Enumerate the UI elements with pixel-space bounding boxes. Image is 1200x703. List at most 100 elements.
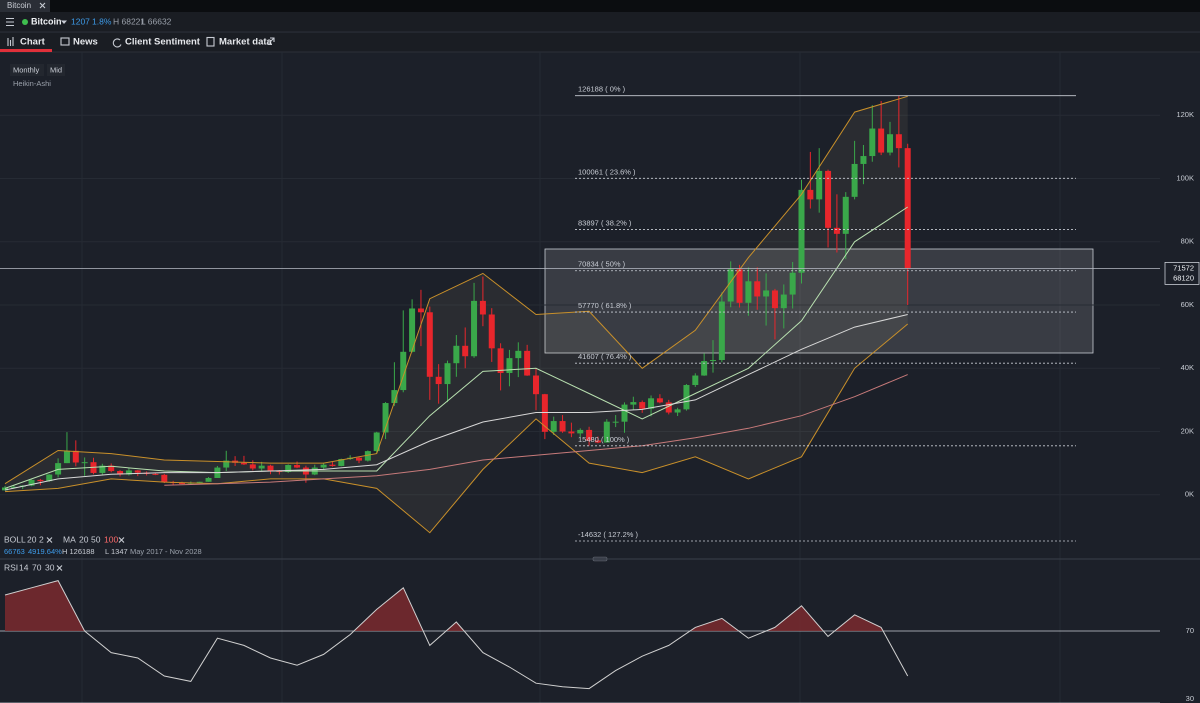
- candle-body: [807, 189, 814, 200]
- y-tick-label: 20K: [1181, 426, 1194, 435]
- change-percent: 1.8%: [92, 16, 112, 26]
- ma-period: 20: [79, 534, 89, 544]
- candle-body: [895, 134, 902, 149]
- rsi-period: 14: [19, 562, 29, 572]
- candle-body: [497, 348, 504, 373]
- candle-body: [152, 473, 159, 475]
- candle-body: [550, 421, 557, 432]
- candle-body: [2, 487, 8, 491]
- candle-body: [825, 170, 832, 228]
- candle-body: [887, 134, 893, 153]
- tab-bar: [0, 0, 1200, 12]
- info-range: May 2017 - Nov 2028: [130, 547, 202, 556]
- candle-body: [125, 470, 132, 475]
- candle-body: [28, 479, 35, 486]
- candle-body: [586, 429, 593, 441]
- candle-body: [364, 451, 371, 461]
- tab[interactable]: [0, 0, 50, 12]
- rsi-pane: 70 30: [0, 580, 1194, 703]
- remove-indicator[interactable]: [118, 537, 125, 543]
- candle-body: [692, 375, 699, 386]
- rsi-upper: 70: [32, 562, 42, 572]
- candle-body: [99, 465, 106, 473]
- nav-chart[interactable]: Chart: [20, 37, 46, 48]
- menu-icon[interactable]: [6, 17, 14, 27]
- instrument-name[interactable]: Bitcoin: [31, 16, 62, 26]
- session-low: L 66632: [141, 16, 172, 26]
- nav-client-sentiment[interactable]: Client Sentiment: [125, 37, 201, 48]
- candle-body: [329, 464, 336, 466]
- nav-bar: [0, 33, 1200, 52]
- candle-body: [860, 156, 867, 164]
- indicator-line: [164, 374, 908, 486]
- candle-body: [745, 281, 752, 303]
- price-mode-button[interactable]: [47, 64, 65, 76]
- candle-body: [249, 464, 256, 469]
- market-data-icon[interactable]: [206, 36, 215, 47]
- tab-title[interactable]: Bitcoin: [7, 1, 31, 10]
- fib-label: 70834 ( 50% ): [578, 260, 626, 269]
- candle-body: [338, 459, 345, 466]
- candle-body: [37, 479, 44, 482]
- price-label-box: [1164, 262, 1200, 285]
- candle-body: [205, 477, 212, 482]
- candle-body: [320, 464, 327, 468]
- nav-market-data[interactable]: Market data: [219, 37, 273, 48]
- candle-body: [196, 481, 203, 483]
- remove-indicator[interactable]: [56, 565, 63, 571]
- ma-period: 100: [104, 534, 118, 544]
- pane-resize-handle[interactable]: [592, 556, 608, 562]
- dropdown-caret[interactable]: [61, 20, 67, 25]
- candle-body: [471, 300, 478, 357]
- candle-body: [417, 308, 424, 313]
- price-label: 68120: [1173, 273, 1194, 282]
- header-bar: [0, 12, 1200, 32]
- nav-news[interactable]: News: [73, 37, 98, 48]
- sentiment-icon[interactable]: [112, 38, 122, 48]
- candle-body: [710, 360, 716, 362]
- remove-indicator[interactable]: [46, 537, 53, 543]
- candle-body: [488, 314, 495, 349]
- fib-label: 100061 ( 23.6% ): [578, 167, 636, 176]
- chart-background: [0, 52, 1200, 703]
- candle-body: [409, 308, 416, 352]
- candle-body: [798, 189, 805, 273]
- candle-body: [621, 404, 628, 422]
- candle-body: [294, 465, 301, 468]
- candle-body: [842, 196, 849, 234]
- interval-button[interactable]: [10, 64, 44, 76]
- indicator-line: [4, 323, 909, 534]
- y-tick-label: 30: [1186, 694, 1194, 703]
- indicator-line: [4, 206, 908, 489]
- candle-body: [603, 421, 610, 443]
- candle-body: [736, 269, 743, 303]
- candle-body: [435, 376, 442, 385]
- price-mode[interactable]: Mid: [50, 65, 62, 74]
- candle-body: [356, 457, 362, 461]
- candle-body: [648, 398, 655, 409]
- candle-body: [46, 474, 53, 482]
- candle-body: [594, 440, 601, 443]
- interval[interactable]: Monthly: [13, 65, 40, 74]
- fib-label: -14632 ( 127.2% ): [578, 530, 639, 539]
- candle-body: [851, 163, 858, 197]
- rsi-line: [4, 580, 909, 690]
- external-link-icon[interactable]: [267, 37, 275, 46]
- candle-body: [267, 465, 274, 471]
- candle-style[interactable]: Heikin-Ashi: [13, 79, 51, 88]
- band-fill: [5, 96, 908, 533]
- news-icon[interactable]: [60, 37, 70, 46]
- y-tick-label: 40K: [1181, 363, 1194, 372]
- vertical-grid: [81, 52, 1061, 703]
- candle-body: [453, 345, 460, 364]
- candle-body: [117, 471, 124, 475]
- boll-label: BOLL: [4, 534, 26, 544]
- indicator-line: [4, 95, 908, 485]
- price-label: 71572: [1173, 263, 1194, 272]
- candle-body: [179, 483, 185, 485]
- candle-body: [754, 281, 761, 297]
- candle-body: [533, 375, 539, 395]
- chart-icon[interactable]: [7, 37, 14, 46]
- tab-close[interactable]: [39, 2, 46, 9]
- y-tick-label: 70: [1186, 626, 1194, 635]
